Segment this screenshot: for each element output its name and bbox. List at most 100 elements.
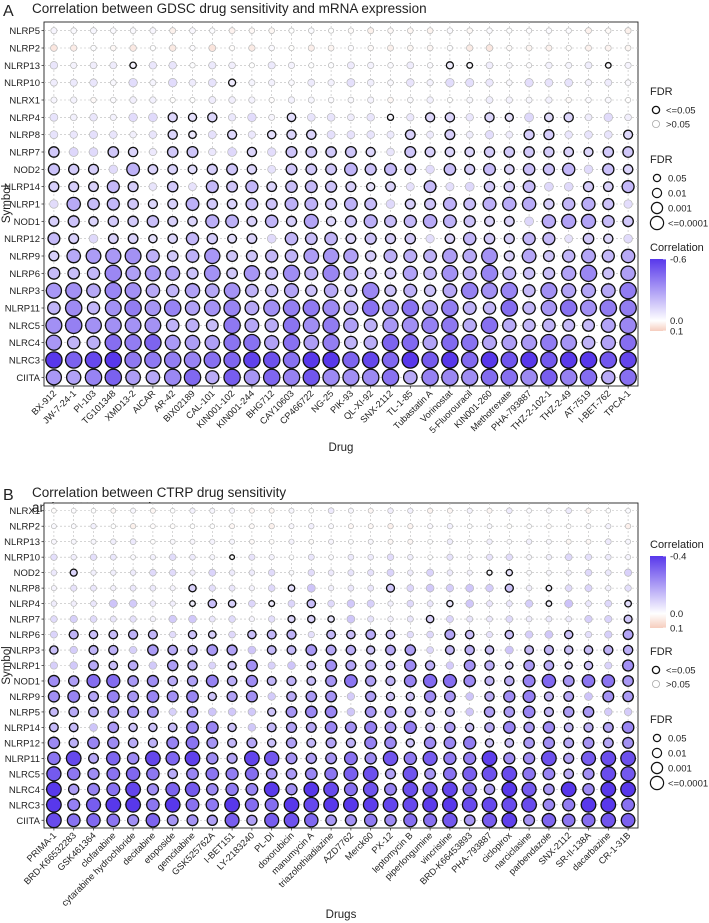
bubble [169, 568, 177, 577]
bubble [248, 585, 255, 592]
bubble [501, 796, 518, 813]
bubble [543, 146, 555, 158]
bubble [226, 163, 239, 176]
bubble [342, 351, 360, 369]
bubble [623, 614, 633, 624]
bubble [365, 645, 376, 655]
bubble [324, 197, 338, 211]
bubble [268, 507, 275, 514]
bubble [325, 163, 338, 176]
bubble [344, 145, 357, 159]
bubble [426, 568, 435, 577]
bubble [403, 751, 418, 766]
row-label: NLRP10 [4, 78, 40, 89]
bubble [423, 266, 437, 281]
bubble [545, 61, 553, 69]
bubble [127, 233, 139, 245]
bubble [124, 299, 142, 317]
bubble [502, 318, 517, 333]
bubble [207, 598, 218, 609]
bubble [402, 796, 419, 813]
bubble [286, 629, 297, 640]
bubble [223, 351, 241, 369]
bubble [227, 737, 238, 748]
bubble [223, 333, 241, 352]
bubble [461, 796, 478, 813]
bubble [89, 723, 98, 732]
bubble [602, 721, 614, 733]
bubble [581, 196, 596, 212]
bubble [327, 569, 335, 576]
bubble [47, 674, 61, 688]
bubble [563, 722, 574, 733]
bubble [561, 813, 576, 828]
bubble [64, 316, 83, 335]
bubble [526, 62, 533, 69]
bubble [306, 737, 317, 748]
bubble [486, 569, 493, 576]
bubble [466, 507, 473, 514]
bubble [186, 767, 199, 781]
bubble [481, 335, 498, 351]
bubble [522, 231, 536, 246]
bubble [604, 44, 612, 52]
bubble [623, 233, 633, 244]
bubble [85, 248, 102, 264]
bubble [387, 523, 394, 530]
bubble [285, 721, 298, 734]
bubble [282, 316, 301, 335]
bubble [208, 147, 217, 157]
bubble [109, 61, 118, 70]
bubble [540, 351, 558, 369]
bubble [308, 508, 314, 514]
bubble [401, 316, 419, 334]
bubble [605, 585, 612, 592]
bubble [506, 507, 513, 514]
bubble [206, 232, 219, 245]
bubble [545, 600, 553, 608]
bubble [66, 248, 82, 264]
bubble [206, 736, 219, 749]
bubble [86, 283, 101, 299]
bubble [367, 615, 375, 623]
bubble [89, 130, 98, 140]
bubble [444, 112, 456, 123]
bubble [185, 318, 200, 333]
bubble [47, 751, 61, 766]
bubble [188, 583, 197, 593]
bubble [104, 281, 123, 300]
bubble [407, 523, 414, 530]
bubble [404, 163, 417, 176]
bubble [328, 538, 335, 545]
bubble [268, 538, 275, 545]
bubble [66, 813, 81, 828]
bubble [89, 113, 98, 122]
bubble [581, 674, 596, 688]
bubble [525, 44, 533, 52]
bubble [343, 751, 358, 766]
bubble [108, 599, 118, 608]
panel-label: A [3, 3, 14, 20]
bubble [625, 507, 631, 514]
bubble [167, 722, 178, 733]
bubble [620, 781, 637, 798]
bubble [484, 691, 495, 702]
bubble [89, 61, 98, 70]
bubble [620, 812, 636, 828]
bubble [424, 146, 436, 158]
bubble [580, 750, 597, 766]
bubble [306, 676, 317, 686]
bubble [108, 660, 119, 671]
bubble [263, 781, 280, 798]
bubble [48, 706, 59, 717]
bubble [442, 196, 457, 212]
bubble [124, 333, 142, 352]
bubble [563, 737, 575, 749]
bubble [189, 523, 196, 529]
bubble [503, 250, 515, 262]
bubble [385, 691, 396, 702]
bubble [148, 112, 158, 123]
bubble [367, 553, 374, 561]
bubble [287, 614, 296, 624]
bubble [387, 62, 394, 69]
